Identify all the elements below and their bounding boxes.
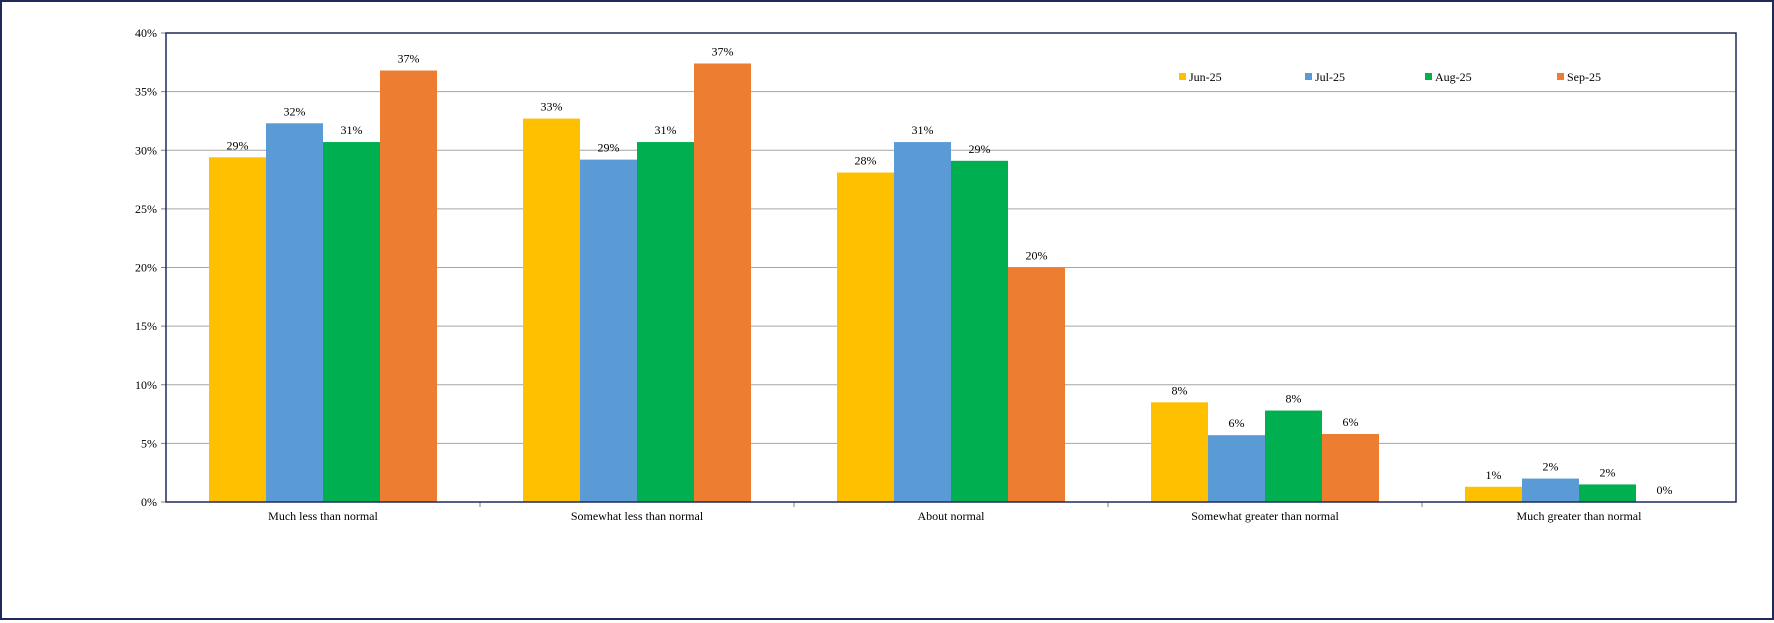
legend-label: Aug-25 <box>1435 70 1472 84</box>
bar-jul-25 <box>580 159 637 502</box>
data-label: 28% <box>855 154 877 168</box>
data-label: 20% <box>1026 249 1048 263</box>
data-label: 37% <box>712 44 734 58</box>
bar-aug-25 <box>323 142 380 503</box>
y-tick-label: 5% <box>141 436 157 450</box>
x-tick-label: Much less than normal <box>268 509 378 523</box>
y-tick-label: 0% <box>141 495 157 509</box>
x-tick-label: Somewhat less than normal <box>571 509 704 523</box>
x-tick-label: Somewhat greater than normal <box>1191 509 1339 523</box>
data-label: 1% <box>1486 468 1502 482</box>
legend-swatch-jun-25 <box>1179 73 1186 80</box>
data-label: 8% <box>1286 392 1302 406</box>
data-label: 2% <box>1543 460 1559 474</box>
y-tick-label: 30% <box>135 143 157 157</box>
bar-jul-25 <box>1522 478 1579 502</box>
data-label: 6% <box>1343 415 1359 429</box>
data-label: 0% <box>1657 483 1673 497</box>
data-label: 29% <box>969 142 991 156</box>
legend-label: Jul-25 <box>1315 70 1345 84</box>
legend-swatch-jul-25 <box>1305 73 1312 80</box>
axes: 0% 5% 10% 15% 20% 25% 30% 35% 40% Much less than … <box>135 26 1737 523</box>
y-tick-label: 20% <box>135 261 157 275</box>
bar-sep-25 <box>1008 267 1065 502</box>
bar-jun-25 <box>523 118 580 502</box>
x-tick-label: Much greater than normal <box>1517 509 1643 523</box>
bar-sep-25 <box>694 63 751 503</box>
data-label: 8% <box>1172 383 1188 397</box>
data-label: 6% <box>1229 416 1245 430</box>
data-label: 37% <box>398 52 420 66</box>
bar-jul-25 <box>266 123 323 502</box>
legend-label: Sep-25 <box>1567 70 1601 84</box>
bar-jun-25 <box>1151 402 1208 502</box>
legend: Jun-25 Jul-25 Aug-25 Sep-25 <box>1179 70 1601 84</box>
data-label: 31% <box>655 123 677 137</box>
y-tick-label: 40% <box>135 26 157 40</box>
bar-jun-25 <box>837 172 894 502</box>
data-label: 2% <box>1600 465 1616 479</box>
bar-jul-25 <box>894 142 951 503</box>
data-label: 29% <box>227 138 249 152</box>
y-tick-label: 10% <box>135 378 157 392</box>
bar-aug-25 <box>951 160 1008 503</box>
bar-sep-25 <box>1322 433 1379 502</box>
bar-aug-25 <box>637 142 694 503</box>
x-tick-label: About normal <box>918 509 986 523</box>
bar-aug-25 <box>1579 484 1636 502</box>
y-tick-label: 35% <box>135 85 157 99</box>
data-label: 33% <box>541 100 563 114</box>
data-label: 31% <box>341 123 363 137</box>
bar-jul-25 <box>1208 435 1265 502</box>
y-tick-label: 15% <box>135 319 157 333</box>
data-labels: 29% 32% 31% 37% 33% 29% 31% 37% 28% 31% 29% 20% 8% 6%… <box>227 44 1673 497</box>
legend-swatch-aug-25 <box>1425 73 1432 80</box>
legend-label: Jun-25 <box>1189 70 1222 84</box>
bar-aug-25 <box>1265 410 1322 502</box>
bars <box>209 63 1636 503</box>
bar-jun-25 <box>1465 486 1522 502</box>
legend-swatch-sep-25 <box>1557 73 1564 80</box>
y-tick-label: 25% <box>135 202 157 216</box>
bar-sep-25 <box>380 70 437 503</box>
data-label: 31% <box>912 123 934 137</box>
bar-jun-25 <box>209 157 266 502</box>
plot-area-border <box>165 32 1737 503</box>
data-label: 32% <box>284 104 306 118</box>
data-label: 29% <box>598 141 620 155</box>
